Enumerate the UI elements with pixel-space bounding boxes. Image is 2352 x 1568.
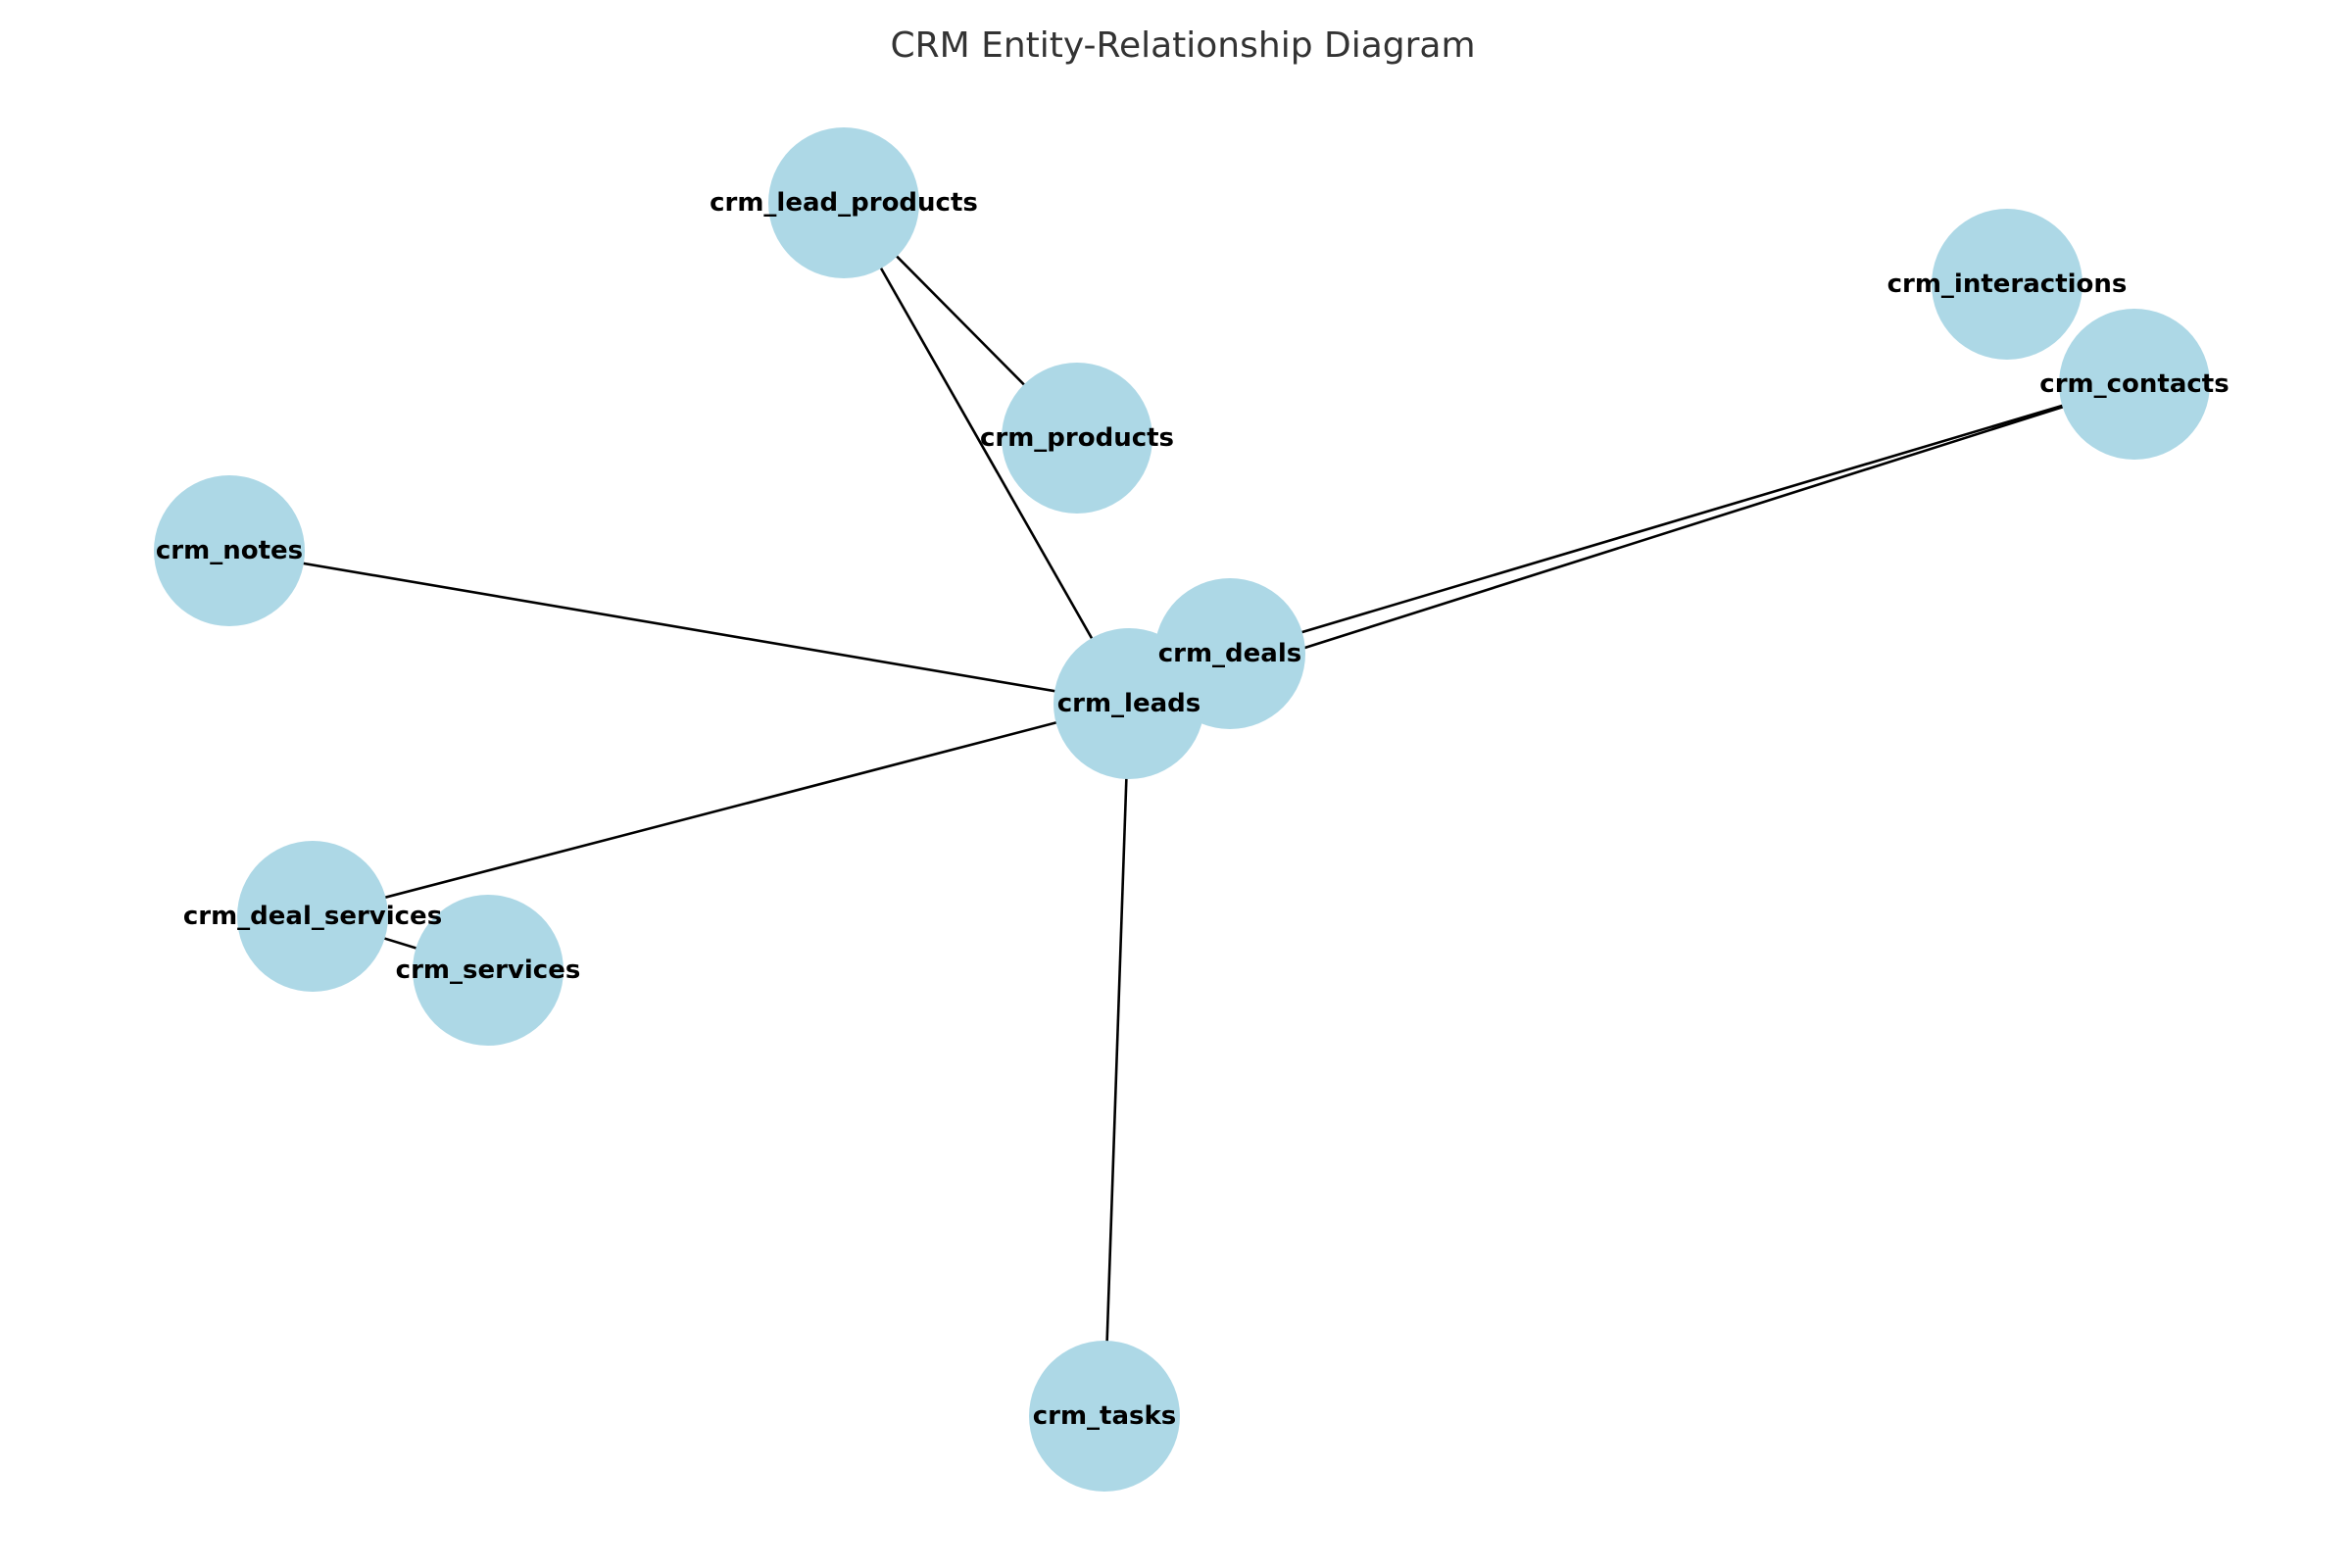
node-label-crm_deals: crm_deals — [1158, 639, 1302, 668]
diagram-title: CRM Entity-Relationship Diagram — [890, 25, 1475, 66]
node-crm_notes[interactable] — [154, 475, 305, 626]
node-label-crm_tasks: crm_tasks — [1033, 1401, 1177, 1431]
node-label-crm_deal_services: crm_deal_services — [183, 902, 442, 931]
node-labels: crm_lead_products crm_products crm_interac… — [156, 188, 2230, 1431]
edge-crm_leads-crm_deal_services — [312, 702, 1130, 918]
node-crm_lead_products[interactable] — [768, 127, 919, 278]
node-label-crm_interactions: crm_interactions — [1887, 270, 2128, 299]
node-label-crm_leads: crm_leads — [1057, 689, 1201, 718]
node-crm_contacts[interactable] — [2059, 309, 2210, 460]
node-label-crm_products: crm_products — [980, 423, 1174, 453]
node-crm_tasks[interactable] — [1029, 1341, 1180, 1492]
node-layer: crm_lead_products crm_products crm_interac… — [154, 127, 2230, 1492]
edge-layer — [228, 202, 2135, 1417]
node-crm_deal_services[interactable] — [237, 841, 388, 992]
edge-crm_deals-crm_contacts — [1229, 382, 2135, 656]
edge-crm_lead_products-crm_leads — [842, 202, 1131, 705]
node-circles — [154, 127, 2210, 1492]
node-label-crm_contacts: crm_contacts — [2039, 369, 2229, 399]
node-label-crm_services: crm_services — [396, 956, 581, 985]
node-crm_leads[interactable] — [1054, 628, 1204, 779]
node-crm_products[interactable] — [1002, 363, 1152, 514]
node-crm_services[interactable] — [413, 895, 564, 1046]
edge-crm_leads-crm_tasks — [1102, 703, 1131, 1417]
node-crm_interactions[interactable] — [1932, 209, 2082, 360]
edge-crm_notes-crm_leads — [228, 549, 1130, 706]
node-label-crm_notes: crm_notes — [156, 536, 303, 565]
node-label-crm_lead_products: crm_lead_products — [710, 188, 978, 218]
